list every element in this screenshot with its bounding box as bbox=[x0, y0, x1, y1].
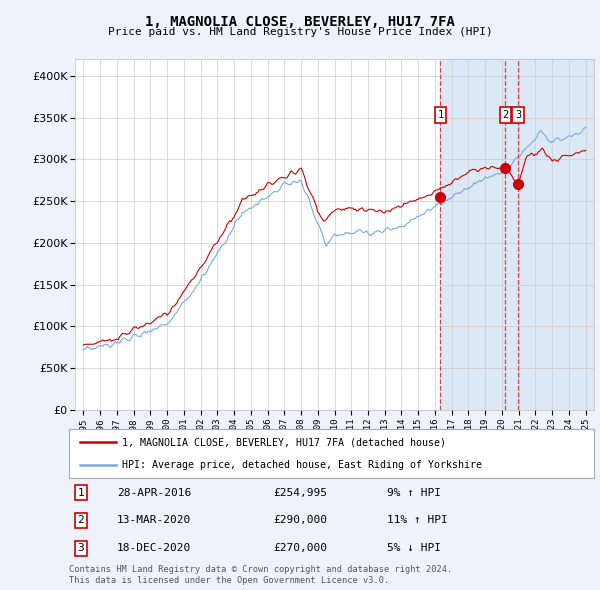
Text: 9% ↑ HPI: 9% ↑ HPI bbox=[387, 488, 441, 497]
Text: 18-DEC-2020: 18-DEC-2020 bbox=[117, 543, 191, 553]
Text: 1, MAGNOLIA CLOSE, BEVERLEY, HU17 7FA (detached house): 1, MAGNOLIA CLOSE, BEVERLEY, HU17 7FA (d… bbox=[121, 437, 445, 447]
Text: Price paid vs. HM Land Registry's House Price Index (HPI): Price paid vs. HM Land Registry's House … bbox=[107, 27, 493, 37]
Text: 1, MAGNOLIA CLOSE, BEVERLEY, HU17 7FA: 1, MAGNOLIA CLOSE, BEVERLEY, HU17 7FA bbox=[145, 15, 455, 29]
Text: 11% ↑ HPI: 11% ↑ HPI bbox=[387, 516, 448, 525]
Text: 3: 3 bbox=[515, 110, 521, 120]
Text: Contains HM Land Registry data © Crown copyright and database right 2024.: Contains HM Land Registry data © Crown c… bbox=[69, 565, 452, 574]
Text: 2: 2 bbox=[502, 110, 508, 120]
Text: 2: 2 bbox=[77, 516, 85, 525]
Text: £270,000: £270,000 bbox=[273, 543, 327, 553]
Text: This data is licensed under the Open Government Licence v3.0.: This data is licensed under the Open Gov… bbox=[69, 576, 389, 585]
Bar bbox=[440, 59, 594, 410]
Text: 13-MAR-2020: 13-MAR-2020 bbox=[117, 516, 191, 525]
Text: HPI: Average price, detached house, East Riding of Yorkshire: HPI: Average price, detached house, East… bbox=[121, 460, 482, 470]
Text: £290,000: £290,000 bbox=[273, 516, 327, 525]
Text: 1: 1 bbox=[437, 110, 443, 120]
Text: 28-APR-2016: 28-APR-2016 bbox=[117, 488, 191, 497]
Text: £254,995: £254,995 bbox=[273, 488, 327, 497]
Text: 5% ↓ HPI: 5% ↓ HPI bbox=[387, 543, 441, 553]
Text: 1: 1 bbox=[77, 488, 85, 497]
Text: 3: 3 bbox=[77, 543, 85, 553]
